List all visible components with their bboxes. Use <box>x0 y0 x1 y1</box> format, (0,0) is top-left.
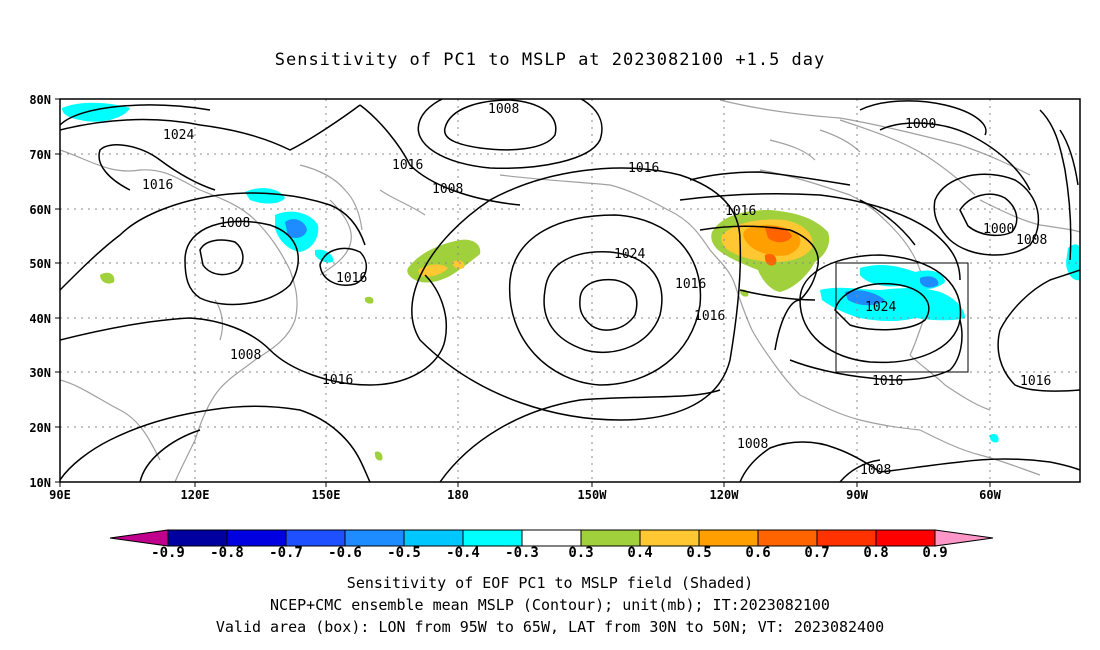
contour-label: 1024 <box>614 247 645 262</box>
contour-label: 1016 <box>675 277 706 292</box>
lat-label: 70N <box>29 148 51 162</box>
lon-label: 150E <box>312 488 341 502</box>
contour-label: 1024 <box>865 300 896 315</box>
colorbar-tick-label: 0.3 <box>568 545 593 561</box>
colorbar-swatch <box>167 529 228 547</box>
colorbar-tick-label: -0.4 <box>446 545 480 561</box>
lat-label: 30N <box>29 366 51 380</box>
latitude-labels: 80N 70N 60N 50N 40N 30N 20N 10N <box>29 93 51 490</box>
lat-label: 10N <box>29 476 51 490</box>
contour-label: 1000 <box>905 117 936 132</box>
colorbar-swatch <box>757 529 818 547</box>
lat-label: 20N <box>29 421 51 435</box>
colorbar-tick-label: 0.7 <box>804 545 829 561</box>
lon-label: 60W <box>979 488 1001 502</box>
colorbar-swatch <box>521 529 582 547</box>
valid-area-box <box>835 262 969 373</box>
contour-label: 1008 <box>1016 233 1047 248</box>
lon-label: 150W <box>578 488 608 502</box>
colorbar-tick-label: 0.6 <box>745 545 770 561</box>
colorbar-swatch <box>875 529 936 547</box>
colorbar-swatch <box>403 529 464 547</box>
colorbar-swatch <box>285 529 346 547</box>
contour-label: 1016 <box>336 271 367 286</box>
contour-label: 1016 <box>872 374 903 389</box>
lat-label: 60N <box>29 203 51 217</box>
longitude-labels: 90E 120E 150E 180 150W 120W 90W 60W <box>49 488 1001 502</box>
colorbar-swatch <box>580 529 641 547</box>
lat-lon-grid <box>60 99 1080 482</box>
contour-label: 1016 <box>694 309 725 324</box>
contour-label: 1000 <box>983 222 1014 237</box>
colorbar-tick-label: 0.8 <box>863 545 888 561</box>
lat-label: 80N <box>29 93 51 107</box>
lon-label: 90W <box>846 488 868 502</box>
colorbar-tick-label: 0.4 <box>627 545 652 561</box>
contour-label: 1016 <box>392 158 423 173</box>
caption-line-1: Sensitivity of EOF PC1 to MSLP field (Sh… <box>346 574 754 592</box>
axis-ticks <box>55 98 991 487</box>
colorbar: -0.9 -0.8 -0.7 -0.6 -0.5 -0.4 -0.3 0.3 0.4 0.5 0.6… <box>109 529 994 561</box>
colorbar-tick-label: -0.7 <box>269 545 303 561</box>
colorbar-tick-label: 0.5 <box>686 545 711 561</box>
colorbar-swatch <box>816 529 877 547</box>
colorbar-tick-label: -0.5 <box>387 545 421 561</box>
contour-label: 1016 <box>322 373 353 388</box>
contour-label: 1008 <box>219 216 250 231</box>
colorbar-tick-label: 0.9 <box>922 545 947 561</box>
colorbar-swatch <box>344 529 405 547</box>
contour-label: 1008 <box>230 348 261 363</box>
map-frame <box>59 98 1081 483</box>
colorbar-extend-high <box>934 529 994 547</box>
lon-label: 90E <box>49 488 71 502</box>
lat-label: 50N <box>29 257 51 271</box>
lon-label: 120W <box>710 488 740 502</box>
isobars <box>60 99 1080 482</box>
lon-label: 180 <box>447 488 469 502</box>
colorbar-swatch <box>226 529 287 547</box>
contour-label: 1016 <box>628 161 659 176</box>
caption-line-2: NCEP+CMC ensemble mean MSLP (Contour); u… <box>270 596 830 614</box>
colorbar-tick-label: -0.6 <box>328 545 362 561</box>
contour-labels: 1008 1024 1016 1016 1008 1008 1016 1008 … <box>142 102 1051 478</box>
colorbar-tick-label: -0.3 <box>505 545 539 561</box>
lat-label: 40N <box>29 312 51 326</box>
lon-label: 120E <box>181 488 210 502</box>
contour-label: 1008 <box>860 463 891 478</box>
colorbar-swatch <box>639 529 700 547</box>
contour-label: 1008 <box>737 437 768 452</box>
caption-line-3: Valid area (box): LON from 95W to 65W, L… <box>215 618 885 636</box>
colorbar-swatch <box>462 529 523 547</box>
contour-label: 1008 <box>432 182 463 197</box>
colorbar-swatch <box>698 529 759 547</box>
contour-label: 1008 <box>488 102 519 117</box>
colorbar-tick-label: -0.8 <box>210 545 244 561</box>
map-title: Sensitivity of PC1 to MSLP at 2023082100… <box>274 50 826 70</box>
colorbar-tick-label: -0.9 <box>151 545 185 561</box>
contour-label: 1016 <box>142 178 173 193</box>
colorbar-extend-low <box>109 529 169 547</box>
contour-label: 1016 <box>725 204 756 219</box>
contour-label: 1016 <box>1020 374 1051 389</box>
contour-label: 1024 <box>163 128 194 143</box>
